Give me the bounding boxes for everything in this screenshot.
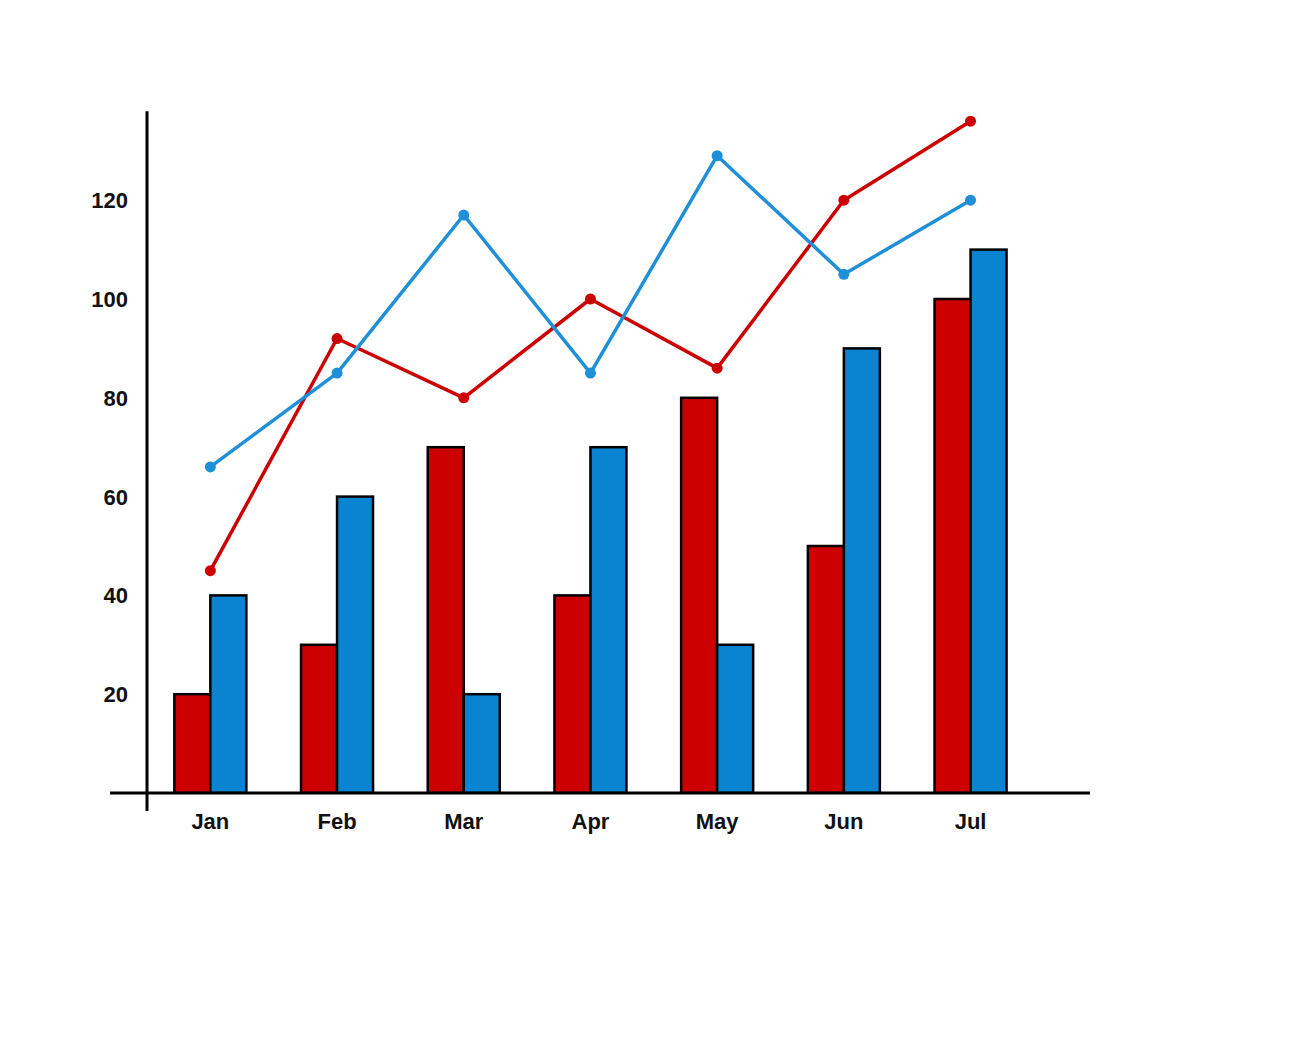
line [210,156,970,467]
y-tick-label: 120 [91,188,128,213]
marker [965,116,976,127]
line [210,121,970,571]
plot-area [174,116,1006,793]
y-axis [146,111,149,811]
y-tick-label: 80 [104,386,128,411]
bar [301,645,337,793]
marker [712,363,723,374]
bar [808,546,844,793]
marker [838,269,849,280]
bar [210,595,246,793]
marker [332,333,343,344]
marker [458,210,469,221]
y-tick-label: 100 [91,287,128,312]
bar [590,447,626,793]
x-tick-label: May [696,809,740,834]
bar [464,694,500,793]
bar [428,447,464,793]
bar [174,694,210,793]
bar [337,497,373,793]
y-tick-label: 40 [104,583,128,608]
marker [712,150,723,161]
x-tick-label: Mar [444,809,484,834]
bar [971,250,1007,793]
bar [554,595,590,793]
x-tick-label: Jul [955,809,987,834]
bar [717,645,753,793]
x-tick-label: Jan [191,809,229,834]
y-tick-label: 20 [104,682,128,707]
bar [681,398,717,793]
x-tick-label: Apr [572,809,610,834]
bar [935,299,971,793]
marker [205,461,216,472]
chart: 20 40 60 80 100 120 Jan Feb Mar Apr May Jun Jul [0,0,1300,1050]
x-axis [110,792,1090,795]
marker [838,195,849,206]
marker [458,392,469,403]
marker [585,368,596,379]
x-tick-label: Jun [824,809,863,834]
marker [965,195,976,206]
marker [585,294,596,305]
x-tick-label: Feb [317,809,356,834]
bar [844,348,880,793]
marker [205,565,216,576]
marker [332,368,343,379]
y-tick-label: 60 [104,485,128,510]
